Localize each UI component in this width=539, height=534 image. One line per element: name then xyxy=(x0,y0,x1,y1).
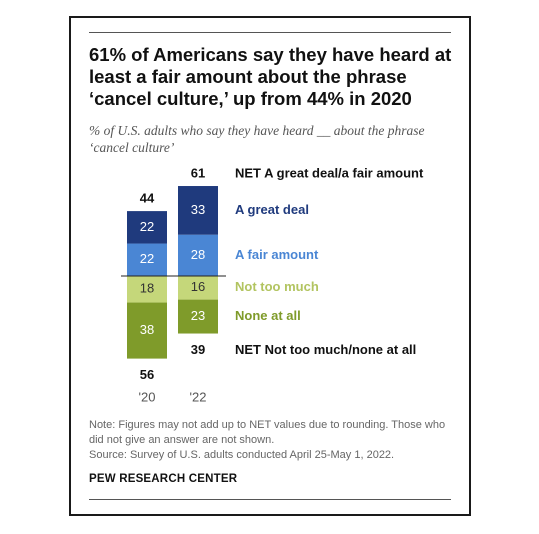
net-down-label: NET Not too much/none at all xyxy=(235,342,416,357)
net-up-value: 61 xyxy=(191,165,205,180)
bar-segment xyxy=(127,302,167,359)
series-label: None at all xyxy=(235,308,301,323)
bar-segment xyxy=(127,243,167,276)
chart-plot: 22 22 18 38 44 56 '20 28 33 16 23 61 39 '22 A fair amo… xyxy=(121,165,424,404)
bar-value-label: 22 xyxy=(140,251,154,266)
x-tick-label: '20 xyxy=(139,389,156,404)
chart-note: Note: Figures may not add up to NET valu… xyxy=(89,419,446,446)
brand-label: PEW RESEARCH CENTER xyxy=(89,473,238,485)
bar-value-label: 33 xyxy=(191,202,205,217)
chart-source: Source: Survey of U.S. adults conducted … xyxy=(89,449,395,461)
bar-segment xyxy=(178,299,218,334)
bar-segment xyxy=(178,234,218,276)
bar-value-label: 16 xyxy=(191,279,205,294)
bar-value-label: 22 xyxy=(140,219,154,234)
bar-value-label: 23 xyxy=(191,308,205,323)
chart-title: 61% of Americans say they have heard at … xyxy=(89,44,452,109)
bar-value-label: 18 xyxy=(140,281,154,296)
chart-subtitle: % of U.S. adults who say they have heard… xyxy=(89,123,425,155)
net-up-value: 44 xyxy=(140,191,155,206)
bar-segment xyxy=(178,276,218,300)
bar-segment xyxy=(178,186,218,235)
bar-segment xyxy=(127,211,167,244)
series-label: A great deal xyxy=(235,202,309,217)
net-up-label: NET A great deal/a fair amount xyxy=(235,165,424,180)
chart-card: 61% of Americans say they have heard at … xyxy=(69,16,471,516)
series-label: Not too much xyxy=(235,279,319,294)
net-down-value: 39 xyxy=(191,342,205,357)
bar-segment xyxy=(127,276,167,303)
top-rule xyxy=(89,32,451,33)
bottom-rule xyxy=(89,499,451,500)
bar-value-label: 38 xyxy=(140,322,154,337)
x-tick-label: '22 xyxy=(190,389,207,404)
series-label: A fair amount xyxy=(235,247,319,262)
net-down-value: 56 xyxy=(140,367,154,382)
bar-value-label: 28 xyxy=(191,247,205,262)
